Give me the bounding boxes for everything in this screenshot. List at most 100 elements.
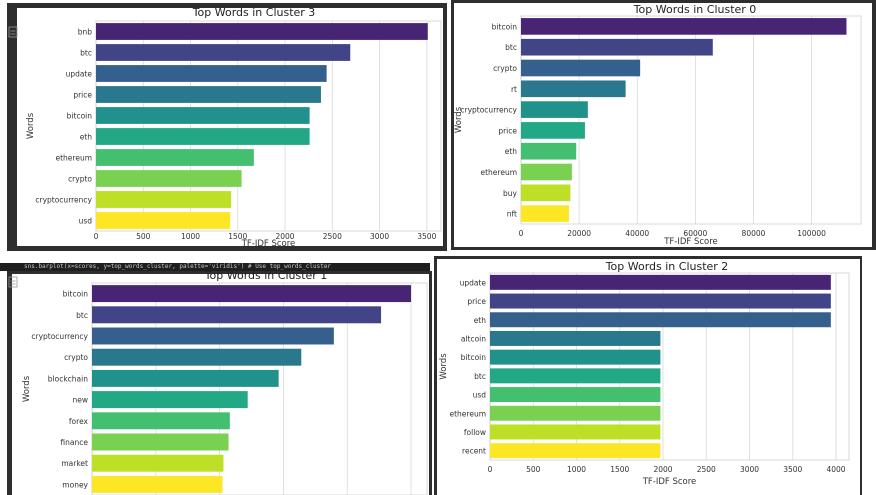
bar [490, 424, 661, 440]
category-label: nft [507, 210, 517, 219]
bar [490, 405, 661, 421]
bar [92, 285, 412, 303]
bar [490, 293, 831, 309]
chart-panel-cluster-0: bitcoin btc crypto rt cryptocurrency price eth… [451, 0, 876, 250]
output-toggle-icon-box [8, 276, 18, 288]
y-axis-label: Words [454, 106, 464, 133]
bar [521, 18, 847, 35]
chart-panel-cluster-2: update price eth altcoin bitcoin btc usd ethere… [434, 256, 862, 495]
category-label: btc [505, 43, 517, 52]
x-tick-label: 3500 [417, 232, 436, 241]
category-label: altcoin [461, 334, 486, 343]
category-label: usd [473, 391, 487, 400]
x-tick-label: 1000 [181, 232, 200, 241]
x-tick-label: 4000 [826, 465, 845, 474]
category-label: update [66, 70, 93, 79]
bar [96, 191, 232, 208]
category-label: cryptocurrency [31, 332, 88, 341]
plot-frame [520, 15, 862, 225]
category-label: new [72, 396, 88, 405]
category-label: finance [60, 438, 88, 447]
plot-frame [95, 20, 442, 232]
category-label: ethereum [449, 409, 486, 418]
output-toggle-icon [8, 26, 18, 38]
plot-frame [91, 282, 428, 495]
bar [521, 101, 588, 118]
category-label: bitcoin [461, 353, 487, 362]
bar [521, 122, 585, 139]
x-tick-label: 0 [94, 232, 99, 241]
x-tick-label: 500 [136, 232, 151, 241]
bar [490, 330, 661, 346]
category-label: forex [69, 417, 89, 426]
bar [92, 412, 230, 430]
x-tick-label: 2500 [323, 232, 342, 241]
chart-title: Top Words in Cluster 0 [633, 3, 757, 16]
bar [92, 327, 334, 345]
chart-title: Top Words in Cluster 1 [204, 271, 328, 282]
x-tick-label: 3500 [783, 465, 802, 474]
x-tick-label: 3000 [370, 232, 389, 241]
category-label: bnb [78, 28, 93, 37]
category-label: btc [80, 49, 92, 58]
bar [96, 128, 310, 145]
x-axis-label: TF-IDF Score [642, 477, 697, 487]
bar [521, 163, 572, 181]
x-tick-label: 20000 [567, 229, 591, 238]
chart-svg: bitcoin btc crypto rt cryptocurrency price eth… [454, 3, 872, 247]
bar [92, 433, 229, 451]
category-label: recent [462, 447, 486, 456]
x-tick-label: 1500 [228, 232, 247, 241]
bar [96, 65, 327, 82]
category-label: btc [76, 311, 88, 320]
bar [490, 312, 831, 328]
chart-svg: bitcoin btc cryptocurrency crypto blockchain… [8, 271, 429, 495]
x-tick-label: 1500 [610, 465, 629, 474]
bar [521, 205, 569, 222]
chart-title: Top Words in Cluster 3 [192, 6, 316, 19]
bar [96, 44, 351, 61]
x-tick-label: 1000 [567, 465, 586, 474]
bar [96, 23, 428, 40]
bar [521, 142, 577, 160]
bar [96, 212, 231, 229]
x-axis-label: TF-IDF Score [663, 237, 718, 247]
x-tick-label: 60000 [683, 229, 707, 238]
bar [92, 475, 223, 493]
category-label: ethereum [55, 154, 92, 163]
bar [521, 80, 626, 98]
category-label: blockchain [48, 374, 88, 383]
category-label: update [460, 278, 487, 287]
x-tick-label: 80000 [742, 229, 766, 238]
bar [96, 86, 321, 103]
y-axis-label: Words [26, 112, 36, 139]
y-axis-label: Words [22, 375, 32, 402]
x-tick-label: 2500 [697, 465, 716, 474]
output-toggle-icon-box [8, 26, 18, 38]
bar [92, 306, 382, 324]
category-label: market [61, 459, 88, 468]
category-label: ethereum [480, 168, 517, 177]
x-tick-label: 40000 [625, 229, 649, 238]
x-axis-label: TF-IDF Score [241, 239, 296, 249]
chart-svg: update price eth altcoin bitcoin btc usd ethere… [437, 259, 860, 495]
category-label: btc [474, 372, 486, 381]
category-label: buy [503, 189, 518, 198]
x-tick-label: 500 [526, 465, 541, 474]
category-label: bitcoin [67, 112, 93, 121]
bar [490, 349, 661, 365]
plot-frame [489, 272, 850, 461]
bar [521, 59, 641, 77]
x-tick-label: 2000 [653, 465, 672, 474]
bar [92, 348, 302, 366]
code-cell-line: sns.barplot(x=scores, y=top_words_cluste… [0, 263, 430, 271]
category-label: price [467, 297, 486, 306]
x-tick-label: 0 [488, 465, 493, 474]
x-tick-label: 3000 [740, 465, 759, 474]
category-label: bitcoin [492, 22, 518, 31]
x-tick-label: 0 [519, 229, 524, 238]
chart-title: Top Words in Cluster 2 [605, 260, 729, 273]
bar [96, 170, 242, 187]
category-label: crypto [493, 64, 517, 73]
bar [490, 387, 661, 403]
